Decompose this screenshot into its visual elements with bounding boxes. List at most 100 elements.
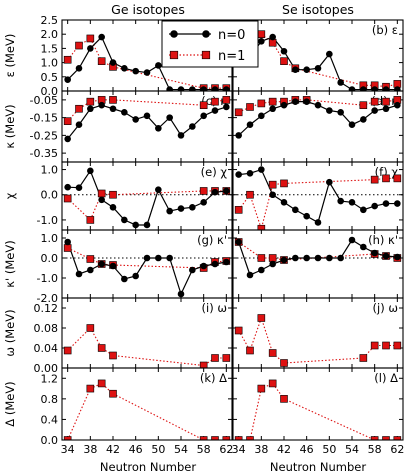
n1-point: [63, 55, 72, 64]
n0-point: [326, 178, 333, 186]
n0-point: [200, 86, 207, 91]
y-tick-label: 2.5: [41, 14, 59, 27]
n0-point: [371, 107, 378, 114]
n1-point: [199, 187, 208, 195]
n1-point: [86, 216, 95, 224]
n0-point: [166, 114, 173, 121]
n1-point: [268, 97, 277, 106]
n0-point: [189, 266, 196, 274]
n1-point: [97, 57, 106, 65]
n0-point: [143, 112, 151, 120]
panel-1-1: (d) κ: [232, 90, 404, 163]
series-group: [234, 379, 402, 440]
n1-point: [268, 180, 277, 189]
y-tick-label: 0.00: [34, 362, 59, 375]
n0-point: [382, 105, 390, 113]
n0-point: [314, 101, 322, 109]
n0-point: [360, 86, 367, 91]
n0-point: [177, 205, 185, 212]
panel-5-0: 0.0 0.4 0.8 1.2 34 38 42 46 50 54 58 62 (k) Δ: [41, 367, 233, 456]
n1-point: [257, 30, 266, 39]
panel-3-1: (h) κ': [232, 229, 404, 299]
n0-point: [246, 170, 254, 177]
y-tick-label: 1.0: [41, 232, 59, 245]
panel-label: (j) ω: [373, 301, 398, 315]
n1-point: [63, 244, 72, 252]
n1-point: [382, 341, 390, 350]
n0-point: [223, 258, 230, 266]
n0-point: [121, 109, 128, 116]
n1-point: [280, 359, 288, 367]
y-tick-label: 1.5: [41, 42, 59, 55]
n0-point: [143, 221, 151, 229]
n1-point: [222, 354, 231, 362]
n0-point: [292, 206, 299, 214]
x-tick-label: 50: [151, 443, 165, 456]
n1-point: [86, 324, 95, 332]
n0-point: [314, 254, 322, 262]
n0-point: [292, 98, 299, 105]
n0-point: [394, 101, 401, 109]
n0-point: [189, 86, 196, 91]
n1-point: [257, 254, 266, 262]
n0-point: [292, 254, 299, 262]
n0-point: [258, 166, 265, 173]
n1-point: [97, 344, 106, 352]
panel-frame: [61, 367, 233, 441]
y-tick-label: -0.05: [30, 94, 58, 107]
n0-point: [382, 200, 390, 207]
y-tick-label: 0.4: [41, 413, 59, 426]
n0-point: [64, 238, 71, 246]
n1-point: [246, 103, 254, 111]
n1-point: [393, 174, 402, 183]
legend-marker: [170, 30, 178, 38]
n1-point: [370, 436, 379, 440]
n0-point: [132, 116, 139, 123]
series-group: [234, 30, 402, 91]
n0-point: [258, 38, 265, 45]
n0-point: [87, 266, 94, 274]
y-tick-label: 2.0: [41, 28, 59, 41]
n1-point: [257, 314, 266, 322]
n0-point: [109, 204, 117, 211]
n0-point: [235, 132, 242, 139]
n0-point: [64, 183, 71, 191]
n0-point: [211, 188, 219, 196]
series-group: [234, 314, 402, 367]
n0-point: [189, 123, 196, 130]
x-tick-label: 62: [219, 443, 233, 456]
n0-point: [177, 290, 185, 298]
x-tick-label: 38: [83, 443, 97, 456]
n0-point: [87, 105, 94, 113]
n0-point: [143, 254, 151, 262]
n0-point: [280, 101, 288, 109]
n0-point: [371, 202, 378, 210]
n0-point: [132, 272, 139, 280]
x-axis-label-right: Neutron Number: [270, 460, 366, 474]
n0-point: [371, 86, 378, 91]
n1-point: [257, 99, 266, 108]
n1-point: [393, 436, 402, 440]
y-tick-label: -2.0: [37, 292, 58, 305]
n0-point: [337, 254, 344, 262]
panel-label: (g) κ': [197, 233, 227, 247]
n0-point: [360, 206, 367, 214]
n0-point: [337, 197, 344, 205]
n1-point: [63, 436, 72, 440]
legend-marker: [201, 50, 211, 60]
n0-point: [269, 105, 276, 113]
n1-point: [234, 206, 243, 214]
y-tick-label: 0.0: [41, 252, 59, 265]
n1-point: [257, 224, 266, 230]
n0-point: [121, 64, 128, 72]
series-n1-line: [67, 190, 227, 221]
n0-point: [143, 69, 151, 76]
y-tick-label: -1.0: [37, 214, 58, 227]
n0-point: [348, 236, 356, 244]
x-tick-label: 42: [277, 443, 291, 456]
n0-point: [132, 221, 139, 229]
n0-point: [98, 101, 105, 109]
n1-point: [280, 57, 288, 65]
n1-point: [382, 436, 390, 440]
y-axis-label: χ: [3, 192, 17, 199]
